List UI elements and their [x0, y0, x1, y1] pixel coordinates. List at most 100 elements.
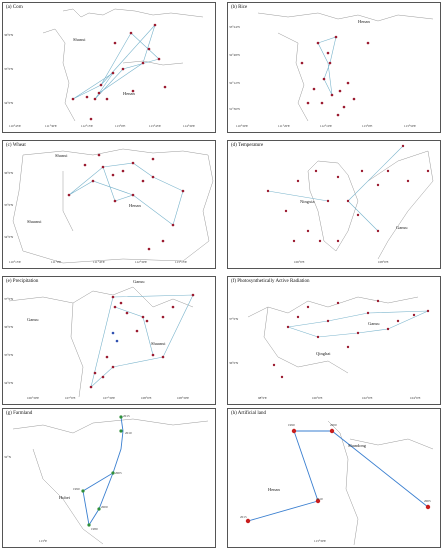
- station-point: [89, 117, 93, 121]
- station-point: [113, 305, 117, 309]
- station-point: [284, 209, 288, 213]
- panel-farmland: (g) Farmland Hubei 113°E 32°N 1980 1990 …: [2, 408, 216, 548]
- station-point: [145, 319, 149, 323]
- route-point-label: 1990: [73, 487, 80, 491]
- station-point: [101, 165, 105, 169]
- temperature-map: [266, 144, 434, 260]
- station-point: [97, 91, 101, 95]
- station-point: [426, 169, 430, 173]
- province-label: Henan: [129, 203, 141, 208]
- province-label: Henan: [358, 19, 370, 24]
- panel-title: (e) Precipitation: [6, 279, 39, 284]
- station-point: [266, 189, 270, 193]
- province-label: Ningxia: [300, 199, 315, 204]
- station-point: [67, 193, 71, 197]
- station-point: [320, 101, 324, 105]
- station-point: [163, 85, 167, 89]
- station-point: [314, 169, 318, 173]
- y-tick: 36°0'N: [4, 33, 14, 37]
- y-tick: 36°0'N: [4, 325, 14, 329]
- route-point-label: 2010: [316, 497, 323, 501]
- station-point: [336, 301, 340, 305]
- y-tick: 37°0'N: [229, 317, 239, 321]
- station-point: [318, 239, 322, 243]
- y-tick: 32°12'N: [229, 81, 240, 85]
- station-point: [151, 353, 155, 357]
- route-point-label: 2010: [125, 431, 132, 435]
- route-point-label: 2005: [424, 499, 431, 503]
- station-point: [312, 87, 316, 91]
- station-point: [89, 385, 93, 389]
- province-label: Shanxi: [73, 37, 86, 42]
- panel-rice: (b) Rice Henan 110°30'E 111°20'E 112°10'…: [227, 2, 441, 133]
- station-point: [329, 428, 335, 434]
- x-tick: 111°0'E: [51, 260, 62, 264]
- station-point: [280, 375, 284, 379]
- station-point: [153, 23, 157, 27]
- panel-title: (f) Photosynthetically Active Radiation: [231, 279, 310, 284]
- station-point: [93, 97, 97, 101]
- station-point: [147, 247, 151, 251]
- province-label: Qinghai: [316, 351, 331, 356]
- panel-title: (h) Artificial land: [231, 411, 266, 416]
- station-point: [322, 77, 326, 81]
- panel-artificial-land: (h) Artificial land Shandong Henan 113°3…: [227, 408, 441, 548]
- route-point-label: 1980: [91, 527, 98, 531]
- station-point: [113, 199, 117, 203]
- station-point: [111, 365, 115, 369]
- y-tick: 34°0'N: [4, 381, 14, 385]
- route-point-label: 1990: [288, 423, 295, 427]
- station-point: [171, 305, 175, 309]
- x-tick: 110°45'E: [9, 124, 22, 128]
- station-point: [316, 335, 320, 339]
- y-tick: 32°48'N: [229, 53, 240, 57]
- y-tick: 35°0'N: [4, 353, 14, 357]
- station-point: [315, 498, 321, 504]
- panel-title: (d) Temperature: [231, 143, 264, 148]
- station-point: [105, 97, 109, 101]
- station-point: [356, 331, 360, 335]
- station-point: [338, 89, 342, 93]
- x-tick: 114°30'E: [183, 124, 196, 128]
- y-tick: 36°0'N: [4, 171, 14, 175]
- wheat-map: [12, 148, 214, 264]
- corn-map: [42, 8, 204, 122]
- station-point: [334, 35, 338, 39]
- province-label: Gansu: [396, 225, 408, 230]
- station-point: [346, 81, 350, 85]
- station-point: [300, 61, 304, 65]
- station-point: [426, 309, 430, 313]
- station-point: [115, 339, 119, 343]
- station-point: [306, 305, 310, 309]
- route-point-label: 2015: [123, 414, 130, 418]
- station-point: [119, 301, 123, 305]
- station-point: [396, 319, 400, 323]
- station-point: [296, 315, 300, 319]
- panel-par: (f) Photosynthetically Active Radiation …: [227, 276, 441, 405]
- y-tick: 35°0'N: [4, 203, 14, 207]
- province-label: Gansu: [27, 317, 39, 322]
- panel-title: (c) Wheat: [6, 143, 26, 148]
- y-tick: 34°0'N: [4, 101, 14, 105]
- station-point: [376, 229, 380, 233]
- station-point: [425, 504, 431, 510]
- station-point: [121, 169, 125, 173]
- x-tick: 113°15'E: [175, 260, 188, 264]
- station-point: [161, 315, 165, 319]
- station-point: [316, 41, 320, 45]
- panel-title: (a) Corn: [6, 5, 23, 10]
- station-point: [366, 41, 370, 45]
- station-point: [111, 471, 115, 475]
- station-point: [87, 523, 91, 527]
- x-tick: 111°20'E: [278, 124, 290, 128]
- route-point-label: 2015: [240, 515, 247, 519]
- station-point: [105, 355, 109, 359]
- x-tick: 100°0'E: [312, 396, 323, 400]
- station-point: [326, 319, 330, 323]
- x-tick: 104°0'E: [410, 396, 421, 400]
- station-point: [99, 83, 103, 87]
- province-label: Henan: [268, 487, 280, 492]
- y-tick: 35°0'N: [4, 67, 14, 71]
- station-point: [141, 179, 145, 183]
- station-point: [366, 311, 370, 315]
